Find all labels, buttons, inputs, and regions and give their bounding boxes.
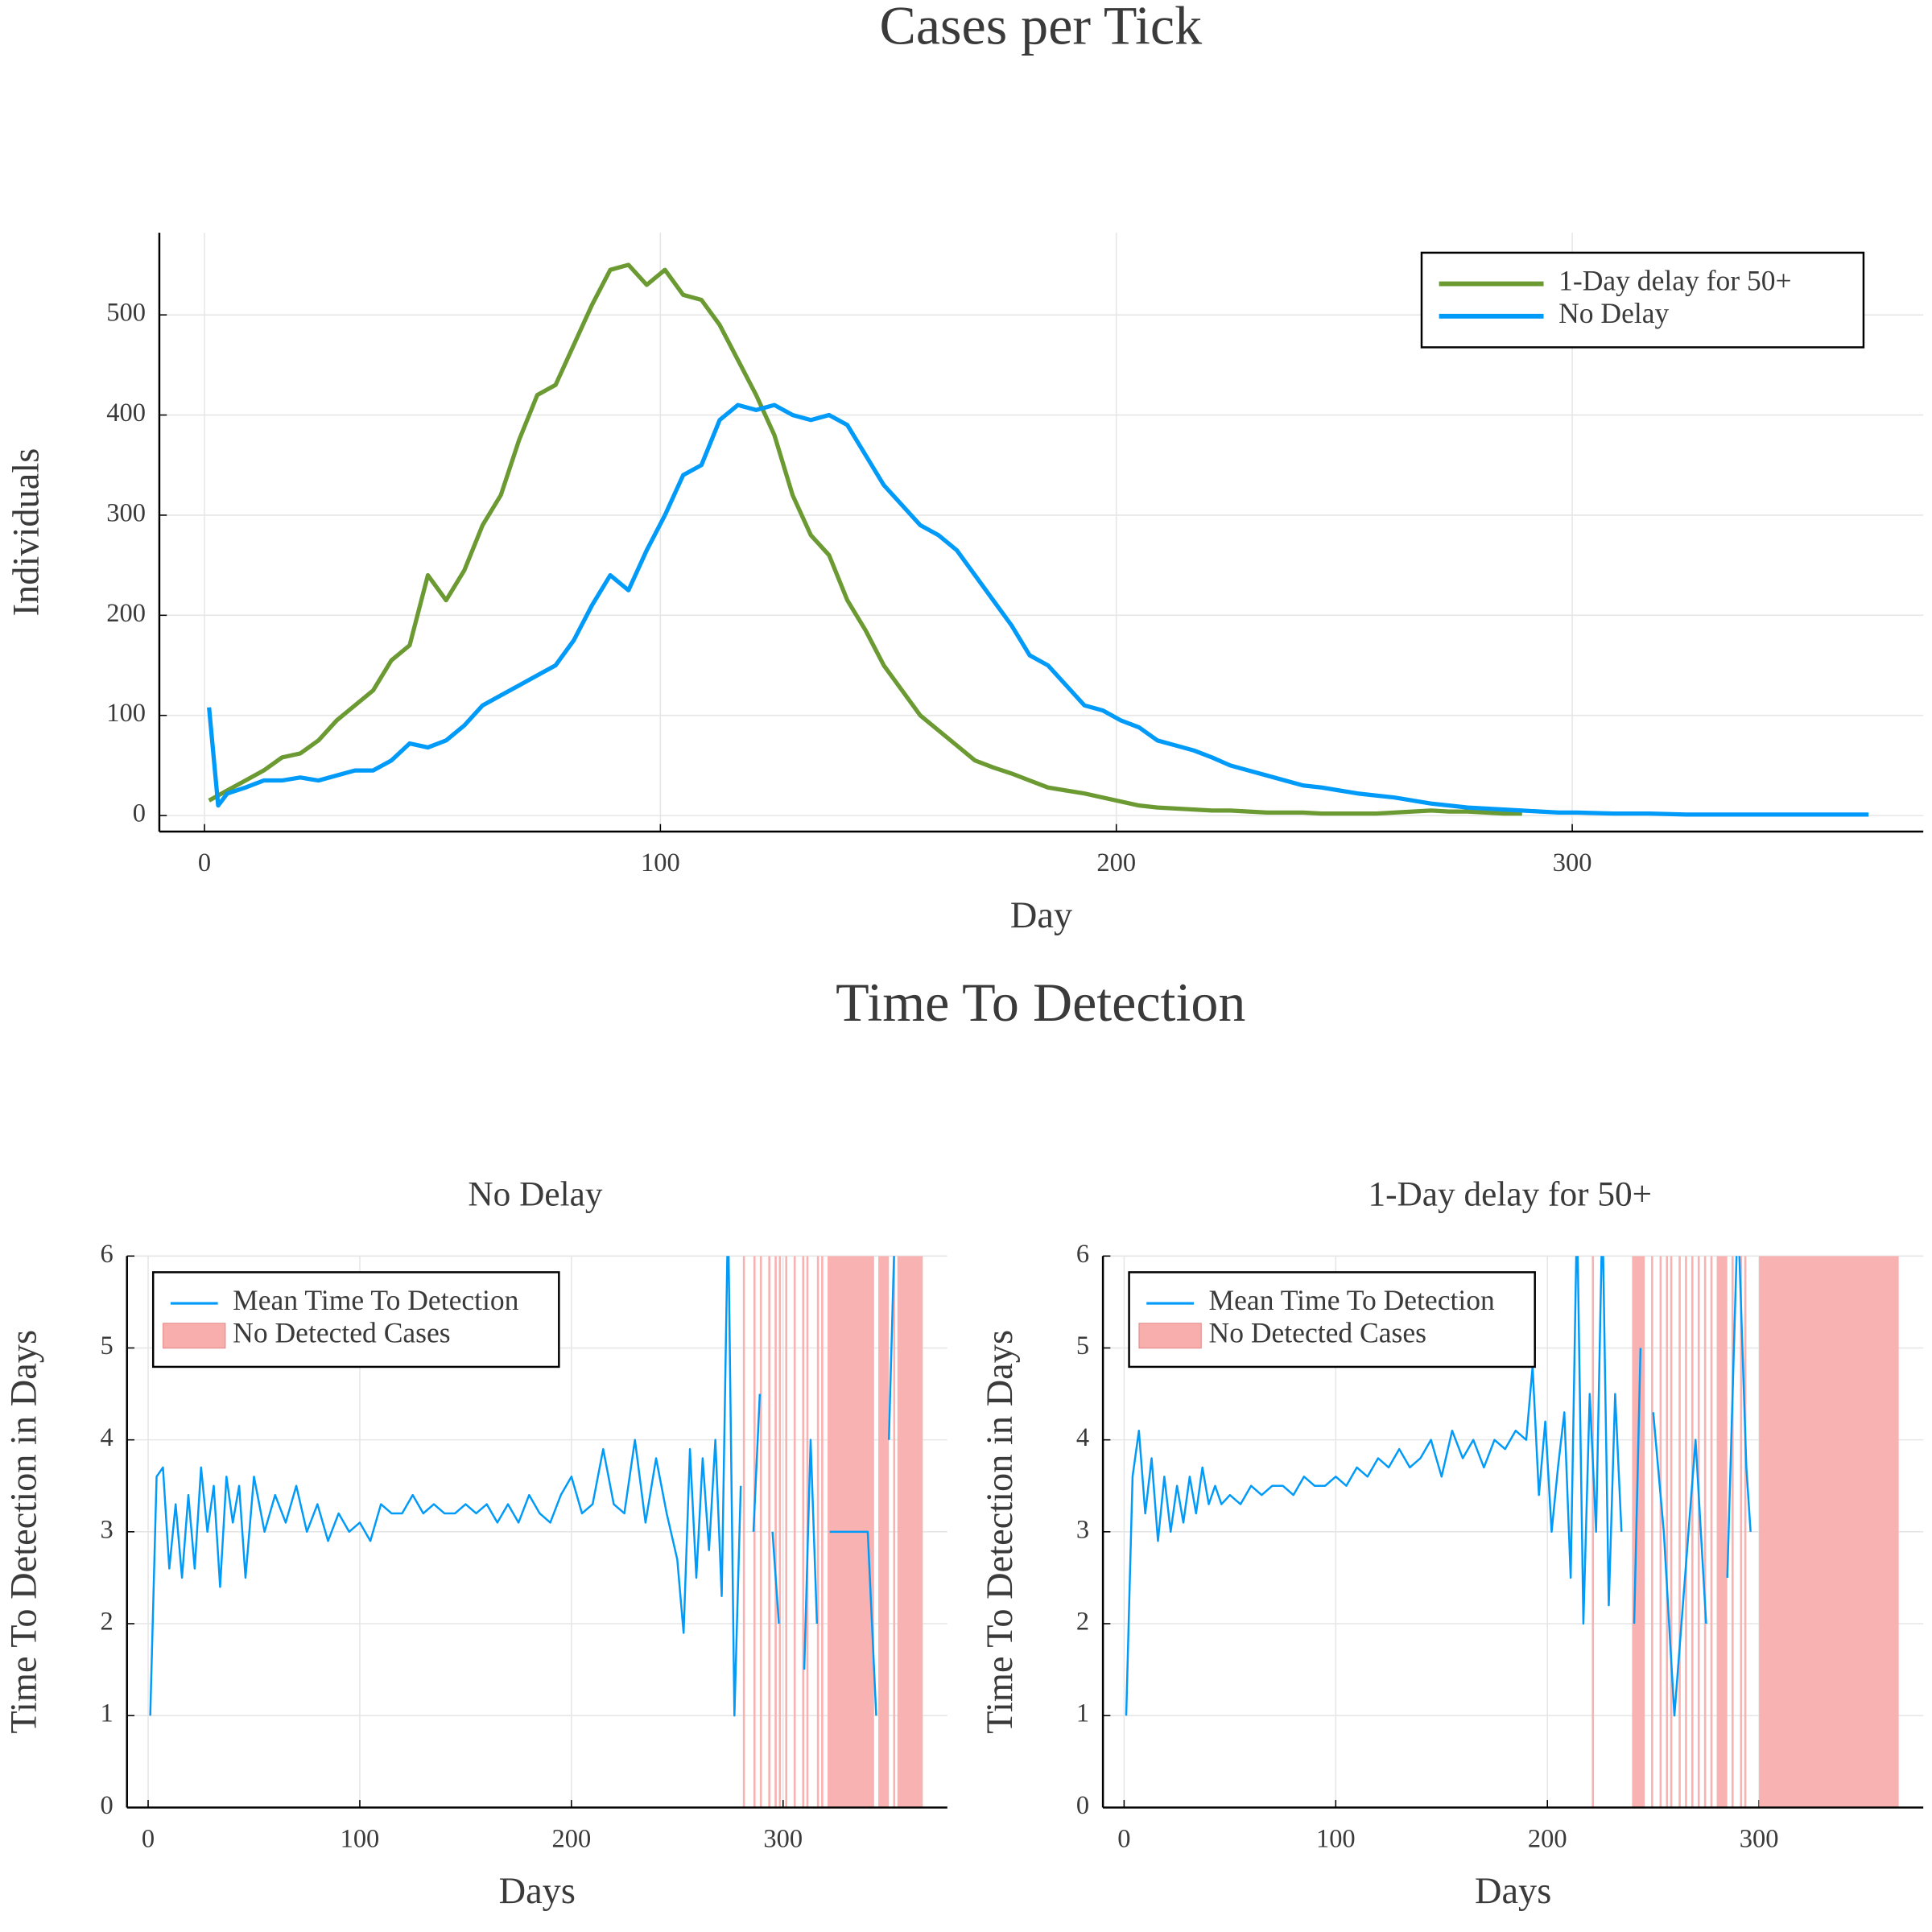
no-detection-band	[774, 1256, 777, 1808]
y-tick-label: 0	[1076, 1791, 1089, 1820]
chart-title: No Delay	[468, 1175, 602, 1214]
no-detection-band	[785, 1256, 788, 1808]
y-tick-label: 1	[100, 1699, 113, 1728]
no-detection-band	[1591, 1256, 1595, 1808]
no-detection-band	[742, 1256, 745, 1808]
legend-swatch	[1138, 1323, 1202, 1349]
no-detection-band	[1703, 1256, 1707, 1808]
x-tick-label: 0	[1117, 1825, 1130, 1854]
subplots-title: Time To Detection	[836, 972, 1245, 1033]
no-detection-band	[793, 1256, 796, 1808]
no-detection-band	[1697, 1256, 1700, 1808]
no-detection-band	[816, 1256, 819, 1808]
data-line	[149, 1256, 895, 1717]
y-tick-label: 5	[1076, 1331, 1089, 1360]
y-tick-label: 0	[133, 799, 146, 828]
legend-box	[151, 1271, 560, 1368]
y-tick-label: 1	[1076, 1699, 1089, 1728]
y-tick-label: 2	[1076, 1607, 1089, 1636]
y-axis-label: Time To Detection in Days	[4, 1330, 45, 1734]
x-axis-label: Days	[1475, 1871, 1551, 1912]
x-tick-label: 200	[1096, 848, 1136, 877]
chart-title: 1-Day delay for 50+	[1368, 1175, 1653, 1214]
x-tick-label: 0	[142, 1825, 155, 1854]
y-tick-label: 200	[106, 599, 146, 628]
no-detection-band	[759, 1256, 762, 1808]
x-tick-label: 200	[552, 1825, 592, 1854]
legend-box	[1420, 251, 1865, 349]
no-detection-band	[1670, 1256, 1673, 1808]
y-tick-label: 3	[100, 1515, 113, 1544]
no-detection-band	[1744, 1256, 1747, 1808]
x-axis-label: Days	[499, 1871, 576, 1912]
no-detection-band	[1710, 1256, 1713, 1808]
y-tick-label: 300	[106, 498, 146, 527]
no-detection-band	[1666, 1256, 1669, 1808]
y-tick-label: 6	[1076, 1240, 1089, 1269]
no-detection-band	[821, 1256, 824, 1808]
no-detection-band	[1716, 1256, 1728, 1808]
no-detection-band	[768, 1256, 771, 1808]
no-detection-band	[1740, 1256, 1743, 1808]
no-detection-band	[893, 1256, 896, 1808]
no-detection-band	[1678, 1256, 1681, 1808]
y-tick-label: 100	[106, 699, 146, 728]
data-line	[1125, 1256, 1752, 1717]
y-tick-label: 0	[100, 1791, 113, 1820]
x-tick-label: 0	[198, 848, 211, 877]
legend-label: 1-Day delay for 50+	[1558, 265, 1792, 297]
y-tick-label: 5	[100, 1331, 113, 1360]
data-line	[208, 262, 1522, 816]
no-detection-band	[802, 1256, 805, 1808]
y-tick-label: 4	[100, 1423, 113, 1452]
legend-label: No Delay	[1558, 297, 1669, 329]
no-detection-band	[1632, 1256, 1645, 1808]
x-tick-label: 300	[763, 1825, 803, 1854]
x-tick-label: 100	[1316, 1825, 1356, 1854]
y-tick-label: 500	[106, 299, 146, 328]
y-tick-label: 6	[100, 1240, 113, 1269]
y-tick-label: 3	[1076, 1515, 1089, 1544]
x-tick-label: 200	[1528, 1825, 1567, 1854]
no-detection-band	[878, 1256, 890, 1808]
legend-label: No Detected Cases	[1209, 1316, 1426, 1348]
legend-label: Mean Time To Detection	[233, 1284, 518, 1316]
x-tick-label: 300	[1553, 848, 1592, 877]
x-tick-label: 300	[1740, 1825, 1779, 1854]
y-axis-label: Time To Detection in Days	[980, 1330, 1021, 1734]
chart-title: Cases per Tick	[879, 0, 1203, 56]
no-detection-band	[1651, 1256, 1653, 1808]
legend-label: Mean Time To Detection	[1209, 1284, 1495, 1316]
no-detection-band	[1659, 1256, 1662, 1808]
no-detection-band	[897, 1256, 923, 1808]
y-tick-label: 400	[106, 398, 146, 427]
no-detection-band	[1691, 1256, 1694, 1808]
legend-box	[1128, 1271, 1536, 1368]
x-tick-label: 100	[641, 848, 680, 877]
no-detection-band	[1731, 1256, 1734, 1808]
data-line	[207, 402, 1869, 817]
x-tick-label: 100	[341, 1825, 380, 1854]
no-detection-band	[778, 1256, 782, 1808]
y-tick-label: 2	[100, 1607, 113, 1636]
no-detection-band	[1759, 1256, 1899, 1808]
no-detection-band	[753, 1256, 756, 1808]
no-detection-band	[1685, 1256, 1687, 1808]
x-axis-label: Day	[1010, 895, 1072, 936]
y-axis-label: Individuals	[6, 448, 47, 617]
legend-label: No Detected Cases	[233, 1316, 450, 1348]
y-tick-label: 4	[1076, 1423, 1089, 1452]
legend-swatch	[163, 1323, 226, 1349]
